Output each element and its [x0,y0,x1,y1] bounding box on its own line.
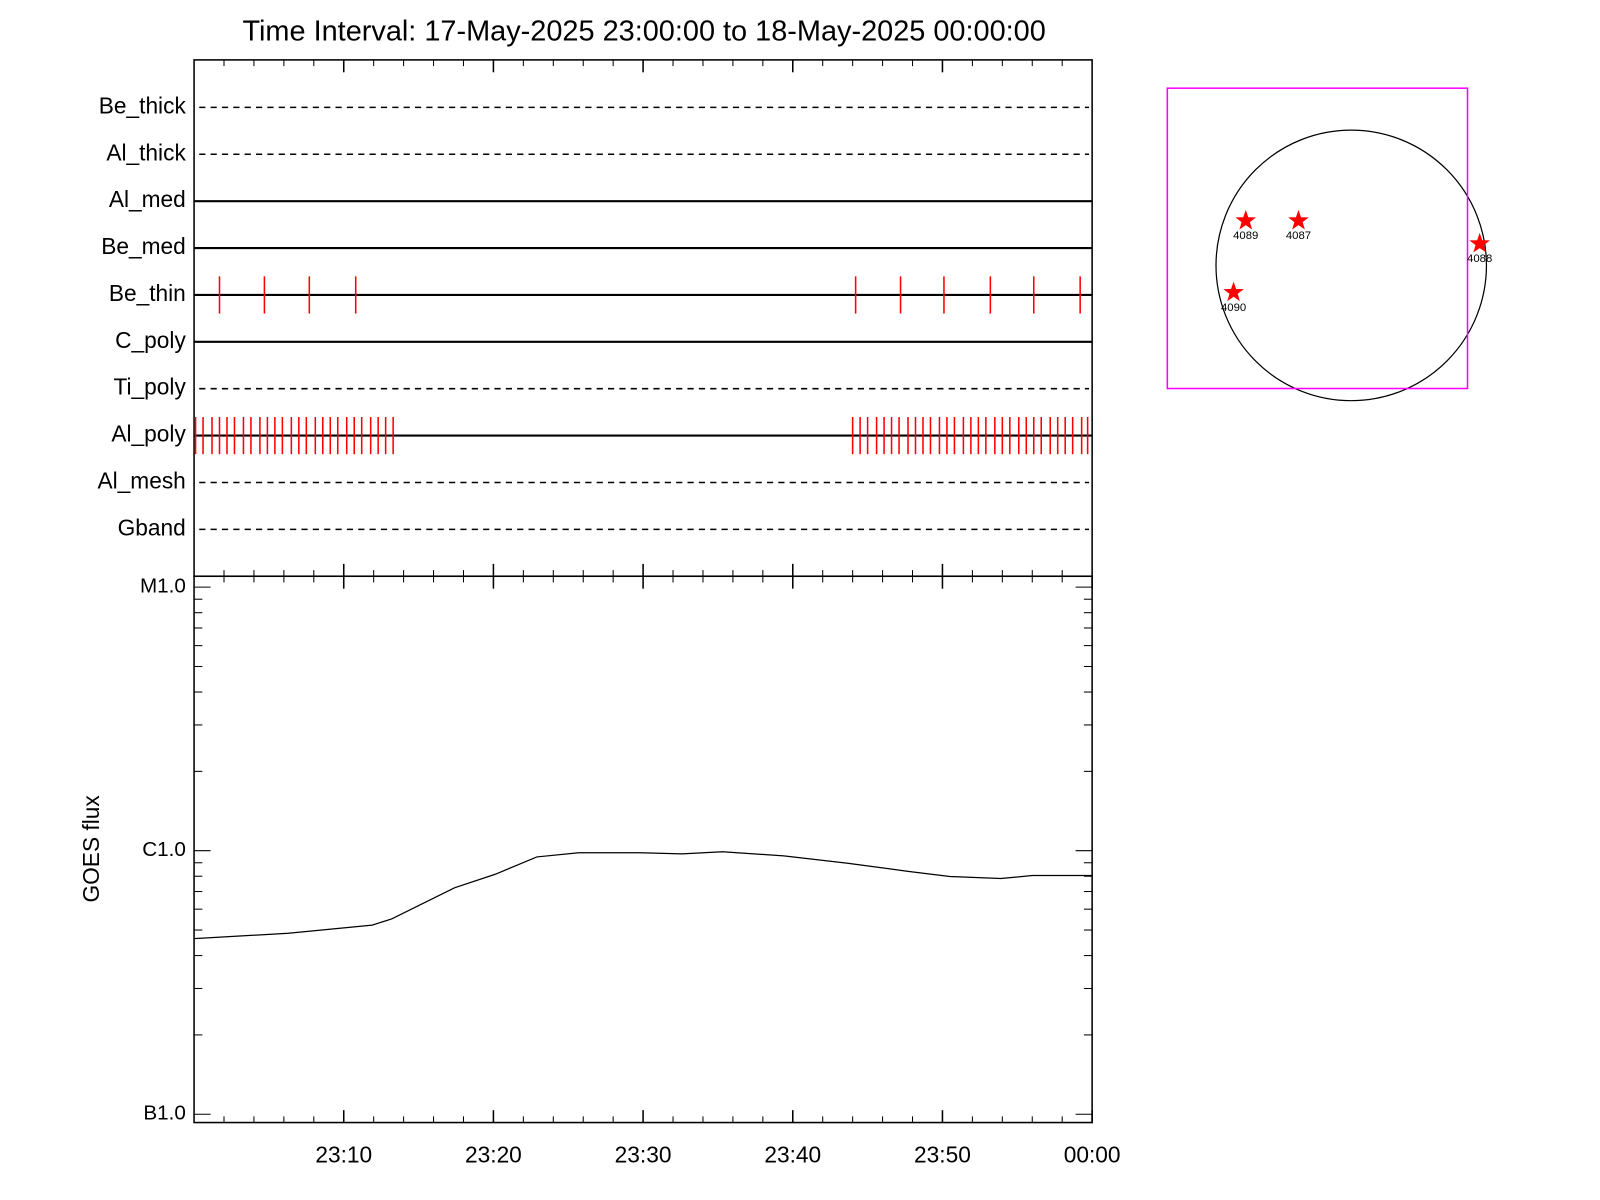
filter-label: Al_med [109,186,186,212]
filter-label: Gband [118,514,186,540]
region-label: 4088 [1467,253,1492,265]
goes-frame [193,575,1093,1124]
region-star [1223,281,1244,302]
filter-label: Be_thick [99,92,187,118]
filter-label: Ti_poly [113,374,186,400]
x-tick-label: 23:20 [465,1142,522,1168]
region-label: 4087 [1286,230,1311,242]
y-axis-label: GOES flux [78,795,104,903]
x-tick-label: 23:50 [914,1142,971,1168]
x-tick-label: 23:10 [315,1142,372,1168]
filter-label: Al_mesh [97,467,185,493]
filter-label: Al_poly [111,421,186,447]
x-tick-label: 23:40 [764,1142,821,1168]
chart-title: Time Interval: 17-May-2025 23:00:00 to 1… [242,16,1045,48]
y-tick-label: B1.0 [143,1102,185,1125]
region-label: 4089 [1233,230,1258,242]
x-tick-label: 23:30 [615,1142,672,1168]
field-of-view [1166,87,1469,390]
goes-curve [194,851,1093,940]
x-tick-label: 00:00 [1064,1142,1121,1168]
solar-disk [1215,129,1488,402]
region-label: 4090 [1221,302,1246,314]
region-star [1235,209,1257,230]
region-star [1469,232,1490,253]
y-tick-label: C1.0 [142,838,186,861]
y-tick-label: M1.0 [140,575,186,598]
region-star [1288,209,1309,230]
filter-label: C_poly [115,327,186,353]
filter-label: Be_med [101,233,186,259]
timeline-frame [193,59,1093,578]
filter-label: Al_thick [106,139,186,165]
filter-label: Be_thin [109,280,186,306]
